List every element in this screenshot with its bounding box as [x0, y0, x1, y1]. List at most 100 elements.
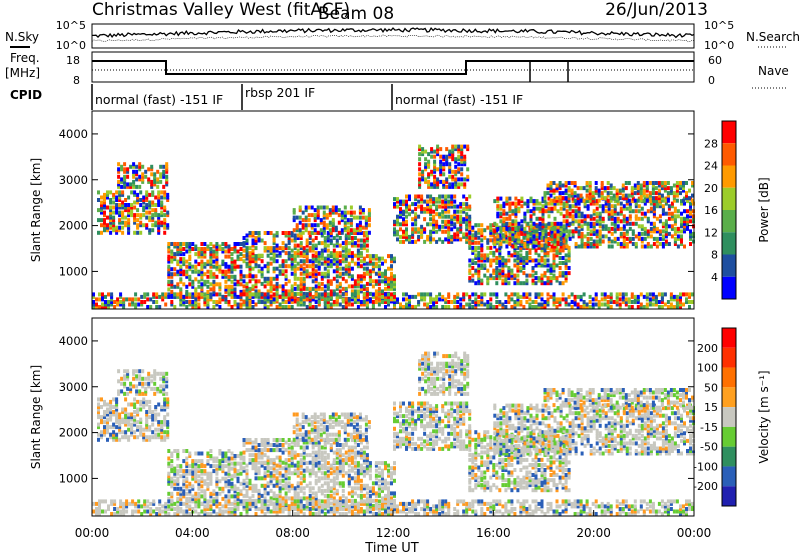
heatmap-cell [170, 252, 174, 257]
heatmap-cell [609, 183, 613, 188]
heatmap-cell [144, 391, 148, 396]
heatmap-cell [97, 405, 100, 409]
heatmap-cell [430, 169, 434, 174]
heatmap-cell [634, 234, 638, 239]
heatmap-cell [299, 302, 303, 307]
heatmap-cell [316, 205, 320, 210]
heatmap-cell [170, 292, 174, 297]
heatmap-cell [218, 486, 222, 491]
heatmap-cell [448, 162, 452, 167]
heatmap-cell [553, 204, 557, 209]
heatmap-cell [182, 300, 186, 304]
heatmap-cell [553, 206, 557, 211]
heatmap-cell [281, 498, 285, 503]
heatmap-cell [278, 253, 282, 258]
heatmap-cell [669, 305, 673, 309]
heatmap-cell [224, 297, 228, 302]
heatmap-cell [188, 267, 192, 272]
heatmap-cell [103, 432, 106, 437]
heatmap-cell [390, 279, 393, 284]
heatmap-cell [191, 294, 195, 299]
heatmap-cell [504, 278, 508, 283]
heatmap-cell [97, 425, 100, 430]
heatmap-cell [323, 256, 327, 261]
heatmap-cell [191, 476, 195, 481]
heatmap-cell [562, 214, 566, 219]
heatmap-cell [622, 234, 626, 239]
heatmap-cell [604, 209, 608, 214]
heatmap-cell [426, 237, 430, 242]
heatmap-cell [106, 215, 109, 220]
heatmap-cell [266, 292, 270, 297]
heatmap-cell [133, 230, 137, 235]
heatmap-cell [272, 233, 276, 238]
heatmap-cell [673, 214, 677, 219]
heatmap-cell [528, 292, 532, 297]
heatmap-cell [567, 294, 571, 299]
heatmap-cell [405, 222, 408, 227]
heatmap-cell [129, 381, 133, 386]
heatmap-cell [585, 181, 589, 185]
heatmap-cell [147, 374, 151, 379]
heatmap-cell [272, 256, 276, 261]
heatmap-cell [182, 471, 186, 476]
heatmap-cell [580, 234, 584, 239]
heatmap-cell [118, 190, 122, 195]
heatmap-cell [97, 230, 100, 235]
heatmap-cell [176, 282, 180, 287]
heatmap-cell [156, 169, 160, 174]
heatmap-cell [358, 223, 362, 228]
heatmap-cell [251, 256, 255, 261]
heatmap-cell [585, 183, 589, 188]
heatmap-cell [420, 224, 424, 229]
heatmap-cell [242, 236, 246, 240]
heatmap-cell [311, 279, 315, 284]
heatmap-cell [606, 186, 610, 191]
heatmap-cell [281, 264, 285, 269]
heatmap-cell [101, 294, 104, 299]
heatmap-cell [127, 195, 131, 200]
heatmap-cell [634, 201, 638, 206]
heatmap-cell [257, 476, 261, 481]
heatmap-cell [664, 201, 668, 206]
heatmap-cell [194, 277, 198, 282]
heatmap-cell [296, 493, 300, 498]
heatmap-cell [574, 229, 578, 234]
heatmap-cell [555, 183, 559, 188]
heatmap-cell [218, 451, 222, 456]
heatmap-cell [498, 273, 502, 278]
heatmap-cell [565, 219, 569, 224]
heatmap-cell [245, 471, 249, 476]
heatmap-cell [594, 188, 598, 193]
heatmap-cell [511, 234, 515, 239]
heatmap-cell [145, 410, 149, 414]
heatmap-cell [574, 244, 578, 249]
heatmap-cell [365, 297, 369, 302]
heatmap-cell [365, 236, 369, 240]
heatmap-cell [314, 256, 318, 261]
heatmap-cell [673, 242, 677, 246]
heatmap-cell [511, 211, 515, 216]
heatmap-cell [254, 236, 258, 240]
heatmap-cell [550, 244, 554, 249]
heatmap-cell [544, 229, 548, 234]
heatmap-cell [182, 252, 186, 257]
heatmap-cell [547, 196, 551, 201]
heatmap-cell [254, 289, 258, 294]
heatmap-cell [275, 248, 279, 253]
heatmap-cell [408, 204, 411, 209]
heatmap-cell [284, 496, 288, 501]
heatmap-cell [525, 261, 529, 265]
heatmap-cell [123, 174, 127, 179]
heatmap-cell [176, 481, 180, 486]
heatmap-cell [254, 261, 258, 266]
heatmap-cell [486, 256, 490, 260]
heatmap-cell [421, 169, 425, 174]
heatmap-cell [523, 242, 527, 246]
heatmap-cell [573, 193, 577, 198]
heatmap-cell [179, 294, 183, 299]
heatmap-cell [293, 281, 297, 286]
heatmap-cell [197, 284, 201, 289]
cpid-panel: CPID normal (fast) -151 IF rbsp 201 IF n… [10, 84, 523, 110]
heatmap-cell [480, 302, 484, 307]
